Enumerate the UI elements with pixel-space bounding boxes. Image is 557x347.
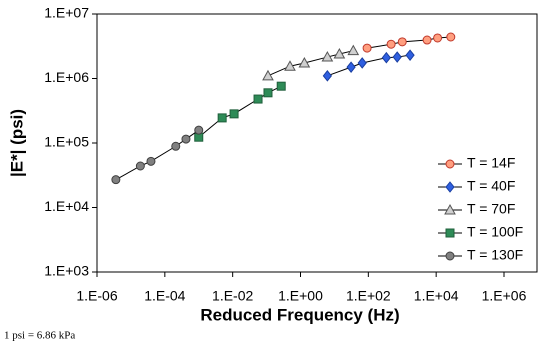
legend-marker (445, 159, 455, 169)
data-point (298, 56, 311, 68)
x-tick-label: 1.E-06 (76, 288, 117, 304)
legend-label: T = 40F (467, 178, 515, 194)
data-point (181, 134, 191, 144)
x-tick-label: 1.E+00 (278, 288, 323, 304)
x-tick-label: 1.E+04 (414, 288, 459, 304)
data-point (194, 125, 204, 135)
data-point (392, 51, 402, 63)
data-point (347, 44, 360, 56)
data-point (284, 60, 296, 71)
data-point (253, 94, 263, 104)
data-point (262, 69, 274, 81)
y-tick-label: 1.E+06 (44, 69, 89, 85)
data-point (263, 88, 273, 98)
x-tick-label: 1.E+06 (482, 288, 527, 304)
legend-label: T = 100F (467, 224, 523, 240)
data-point (433, 33, 443, 43)
x-tick-label: 1.E-04 (144, 288, 185, 304)
data-point (381, 51, 391, 64)
data-point (422, 35, 432, 45)
y-tick-label: 1.E+03 (44, 263, 89, 279)
data-point (229, 109, 239, 119)
y-axis-title: |E*| (psi) (7, 109, 26, 177)
data-point (322, 70, 333, 82)
x-tick-label: 1.E+02 (346, 288, 391, 304)
legend-label: T = 14F (467, 155, 515, 171)
legend-label: T = 130F (467, 247, 523, 263)
y-tick-label: 1.E+07 (44, 5, 89, 21)
data-point (135, 161, 145, 171)
legend-marker (445, 228, 455, 238)
legend-label: T = 70F (467, 201, 515, 217)
y-tick-label: 1.E+04 (44, 198, 89, 214)
footnote: 1 psi = 6.86 kPa (4, 330, 75, 342)
data-point (386, 39, 396, 49)
data-point (146, 156, 156, 166)
legend-marker (445, 251, 455, 261)
data-point (405, 49, 415, 61)
data-point (333, 47, 346, 59)
data-point (171, 141, 181, 151)
data-point (276, 81, 286, 91)
data-point (362, 43, 372, 53)
data-point (446, 32, 456, 42)
x-tick-label: 1.E-02 (212, 288, 253, 304)
data-point (397, 37, 407, 47)
legend-marker (445, 181, 455, 193)
legend-marker (444, 203, 456, 215)
data-point (217, 113, 227, 123)
data-point (111, 175, 121, 185)
y-tick-label: 1.E+05 (44, 134, 89, 150)
data-point (346, 61, 356, 73)
x-axis-title: Reduced Frequency (Hz) (200, 305, 399, 324)
data-point (357, 57, 367, 69)
data-point (321, 51, 334, 62)
